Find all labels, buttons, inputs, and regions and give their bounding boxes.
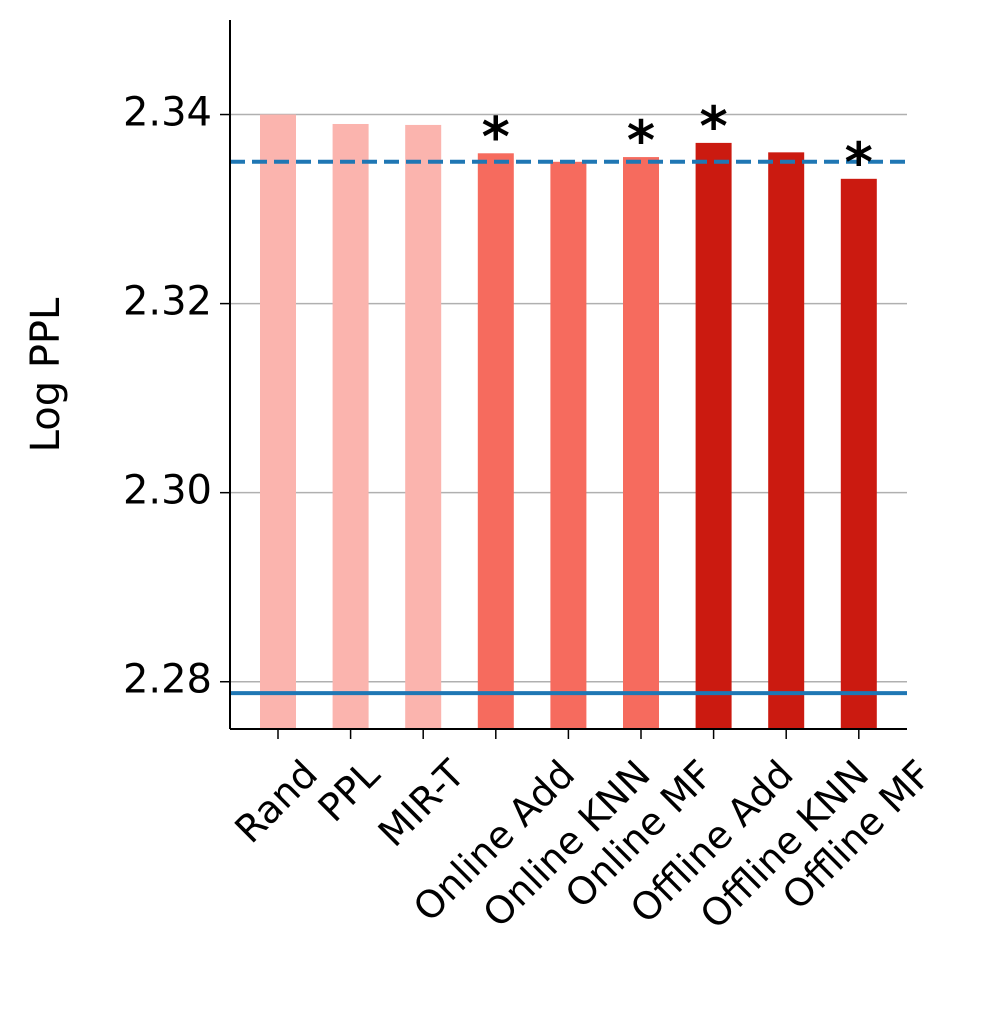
x-tick-label: MIR-T xyxy=(370,751,474,855)
bar xyxy=(477,153,514,730)
bar xyxy=(550,161,587,730)
bar xyxy=(768,152,805,729)
y-tick-label: 2.32 xyxy=(123,279,212,325)
bar xyxy=(840,178,877,730)
bar xyxy=(623,157,659,729)
y-tick-label: 2.34 xyxy=(123,90,212,136)
significance-marker: * xyxy=(845,131,873,194)
significance-marker: * xyxy=(699,95,727,158)
bar xyxy=(405,124,442,729)
y-axis-label: Log PPL xyxy=(23,297,69,452)
y-tick-label: 2.28 xyxy=(123,657,212,703)
bar xyxy=(260,114,296,730)
bar xyxy=(695,142,732,730)
bar xyxy=(332,123,369,729)
significance-marker: * xyxy=(627,109,655,172)
significance-marker: * xyxy=(482,105,510,168)
y-tick-label: 2.30 xyxy=(123,468,212,514)
